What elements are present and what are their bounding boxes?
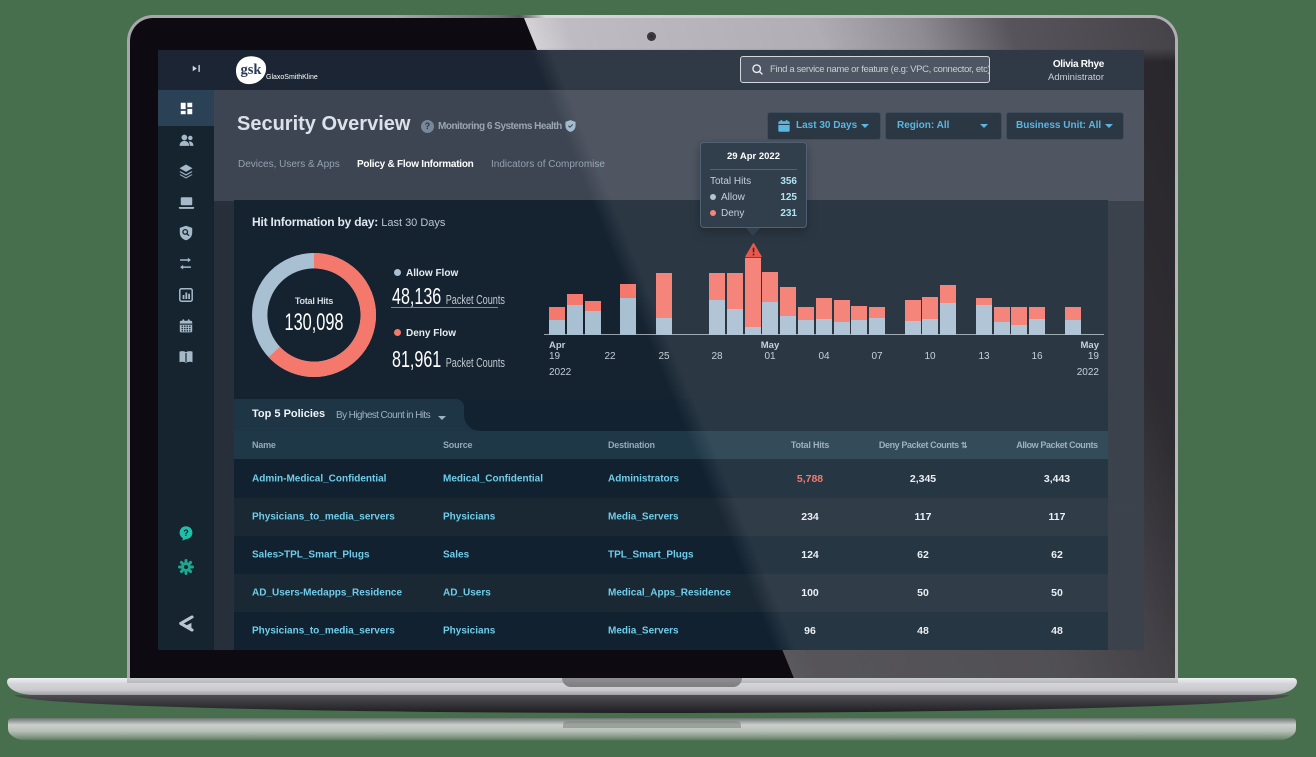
svg-text:gsk: gsk [241, 62, 263, 78]
svg-text:?: ? [183, 528, 189, 538]
